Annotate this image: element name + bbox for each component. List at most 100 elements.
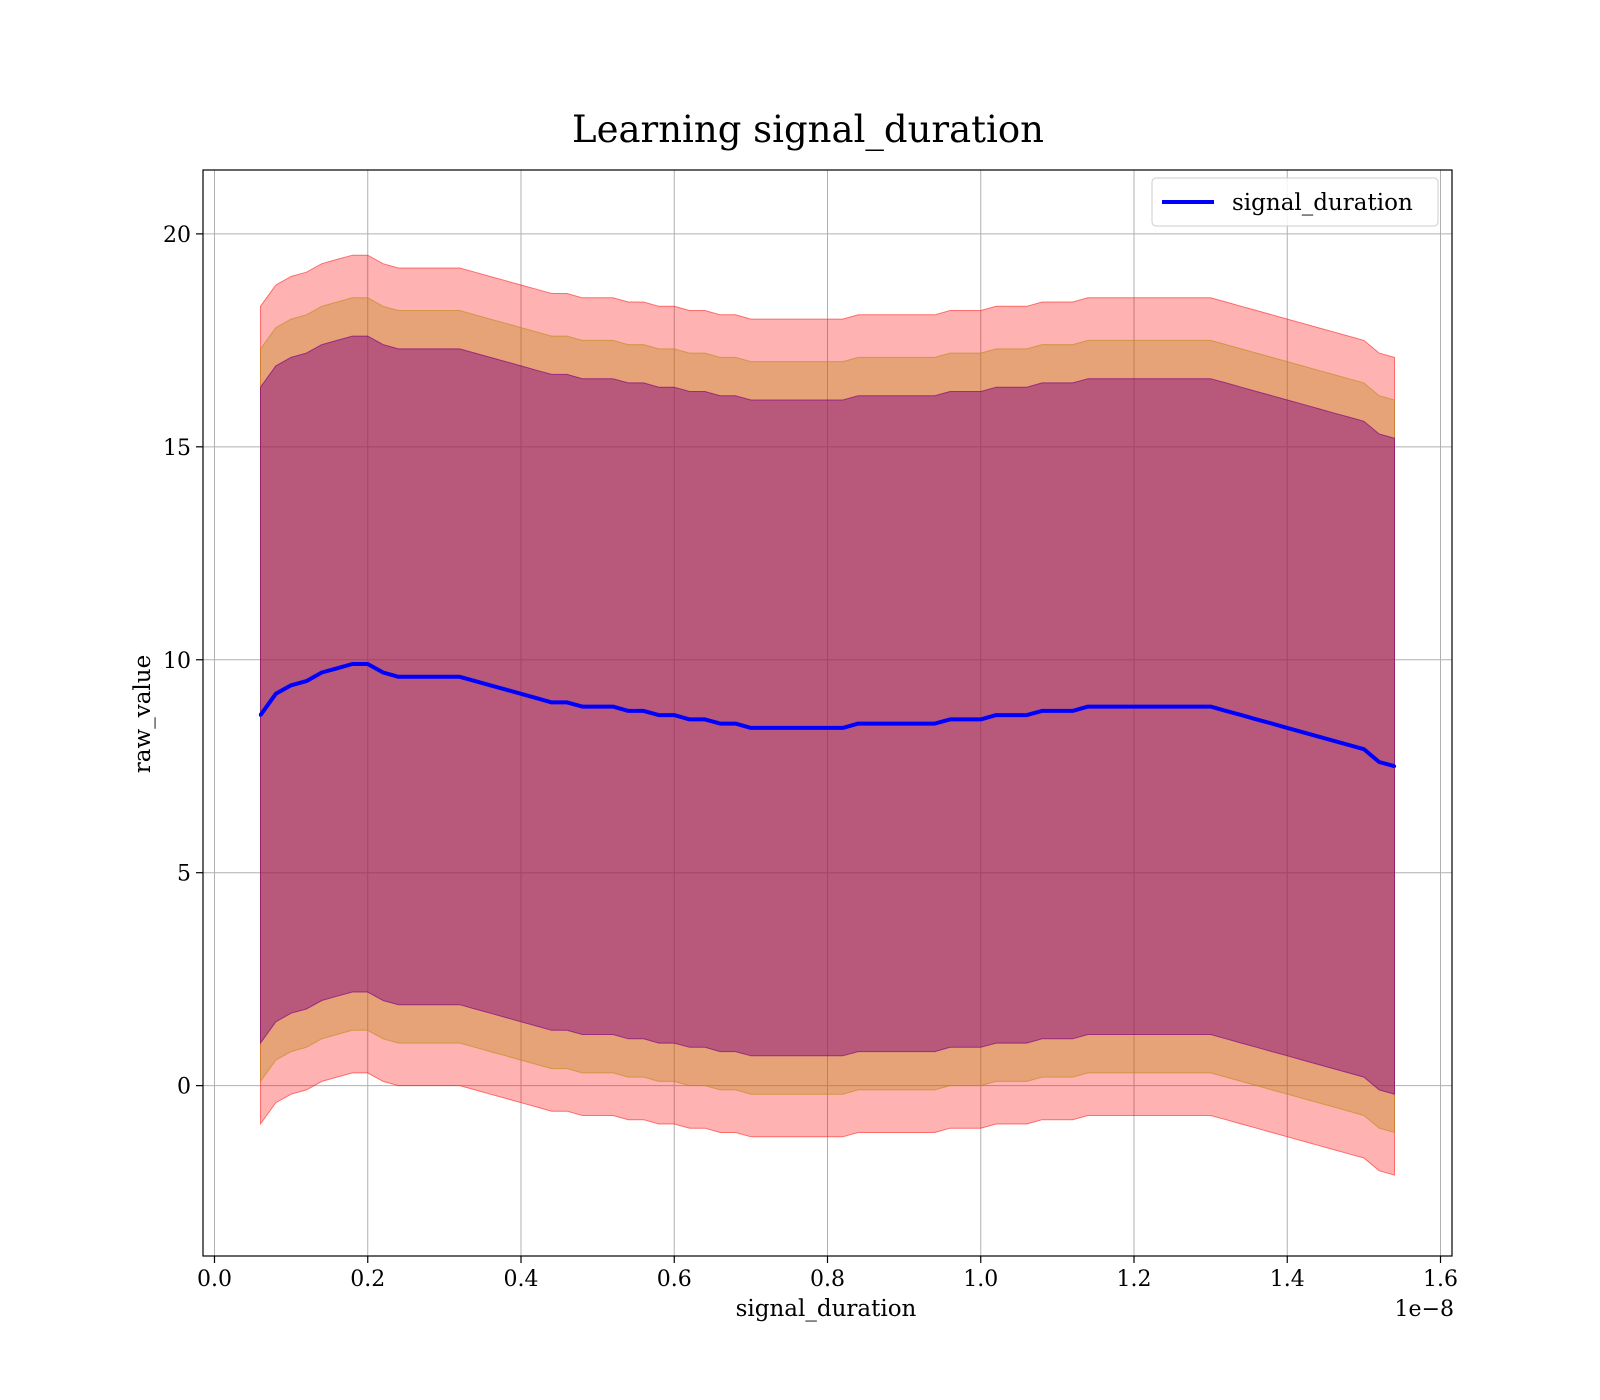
series-point — [580, 705, 584, 709]
series-point — [871, 722, 876, 726]
series-point — [779, 726, 784, 730]
series-point — [1285, 726, 1289, 730]
x-tick-label: 0.0 — [197, 1267, 232, 1292]
series-point — [1163, 705, 1167, 709]
series-point — [1147, 705, 1151, 709]
series-point — [902, 722, 906, 726]
series-point — [304, 679, 308, 683]
series-point — [289, 683, 293, 687]
y-tick-label: 15 — [163, 436, 191, 461]
series-point — [1040, 709, 1044, 713]
series-point — [688, 717, 692, 722]
y-tick-label: 20 — [163, 223, 191, 248]
x-tick-label: 0.4 — [503, 1267, 538, 1292]
series-point — [366, 662, 370, 666]
series-point — [795, 726, 799, 730]
series-point — [381, 670, 385, 675]
series-point — [1377, 760, 1381, 764]
series-point — [320, 670, 324, 675]
confidence-bands — [260, 254, 1395, 1176]
series-point — [1009, 713, 1014, 717]
series-point — [933, 722, 937, 726]
series-point — [427, 675, 431, 679]
series-point — [1025, 713, 1029, 717]
series-point — [1239, 713, 1243, 717]
series-point — [412, 675, 416, 679]
x-tick-label: 1.2 — [1117, 1267, 1152, 1292]
grid — [203, 170, 1452, 1256]
series-point — [396, 675, 400, 679]
series-point — [458, 675, 462, 679]
series-point — [917, 722, 922, 726]
series-point — [963, 717, 968, 722]
series-point — [856, 722, 860, 726]
series-point — [657, 713, 661, 717]
series-point — [550, 700, 554, 705]
series-point — [887, 722, 891, 726]
series-point — [596, 705, 600, 709]
series-point — [1362, 747, 1366, 751]
series-point — [1193, 705, 1197, 709]
series-point — [350, 662, 354, 666]
x-axis-label: signal_duration — [736, 1296, 917, 1322]
series-point — [488, 683, 492, 687]
series-point — [565, 700, 569, 705]
series-point — [274, 692, 278, 696]
band-inner — [260, 335, 1395, 1095]
x-axis-ticks: 0.0 0.2 0.4 0.6 0.8 1.0 1.2 1.4 1.6 — [197, 1256, 1458, 1292]
series-lines — [258, 662, 1397, 769]
x-tick-label: 0.6 — [657, 1267, 692, 1292]
series-point — [1101, 705, 1105, 709]
series-point — [1086, 705, 1090, 709]
series-point — [1392, 764, 1397, 768]
series-point — [519, 692, 523, 696]
series-point — [626, 709, 630, 713]
series-point — [335, 666, 339, 670]
series-point — [672, 713, 676, 717]
series-point — [1301, 730, 1305, 734]
series-point — [473, 679, 477, 683]
series-point — [1132, 705, 1136, 709]
x-tick-label: 1.6 — [1423, 1267, 1458, 1292]
series-point — [1255, 717, 1259, 722]
series-point — [718, 722, 722, 726]
series-point — [611, 705, 615, 709]
x-tick-label: 1.0 — [963, 1267, 998, 1292]
legend: signal_duration — [1151, 177, 1439, 227]
series-point — [442, 675, 446, 679]
series-point — [749, 726, 753, 730]
chart-title: Learning signal_duration — [572, 108, 1044, 152]
series-point — [504, 688, 508, 692]
series-point — [534, 696, 538, 700]
x-tick-label: 0.2 — [350, 1267, 385, 1292]
series-point — [764, 726, 768, 730]
series-point — [258, 713, 263, 717]
series-point — [1316, 734, 1320, 739]
y-tick-label: 0 — [177, 1075, 191, 1100]
y-axis-label: raw_value — [130, 655, 156, 773]
series-point — [1224, 709, 1228, 713]
series-point — [1117, 705, 1121, 709]
series-point — [1347, 743, 1351, 747]
x-tick-label: 0.8 — [810, 1267, 845, 1292]
series-point — [1055, 709, 1059, 713]
series-point — [948, 717, 952, 722]
x-tick-label: 1.4 — [1270, 1267, 1305, 1292]
band-outer — [260, 254, 1395, 1176]
series-point — [810, 726, 814, 730]
series-point — [1071, 709, 1075, 713]
series-point — [825, 726, 830, 730]
series-point — [733, 722, 738, 726]
series-point — [979, 717, 983, 722]
series-point — [994, 713, 998, 717]
series-point — [1331, 739, 1335, 743]
x-axis-offset-label: 1e−8 — [1395, 1297, 1454, 1322]
series-point — [1209, 705, 1213, 709]
y-tick-label: 5 — [177, 862, 191, 887]
series-point — [841, 726, 845, 730]
series-point — [1270, 722, 1274, 726]
legend-box — [1151, 177, 1439, 227]
y-axis-ticks: 0 5 10 15 20 — [163, 223, 203, 1100]
